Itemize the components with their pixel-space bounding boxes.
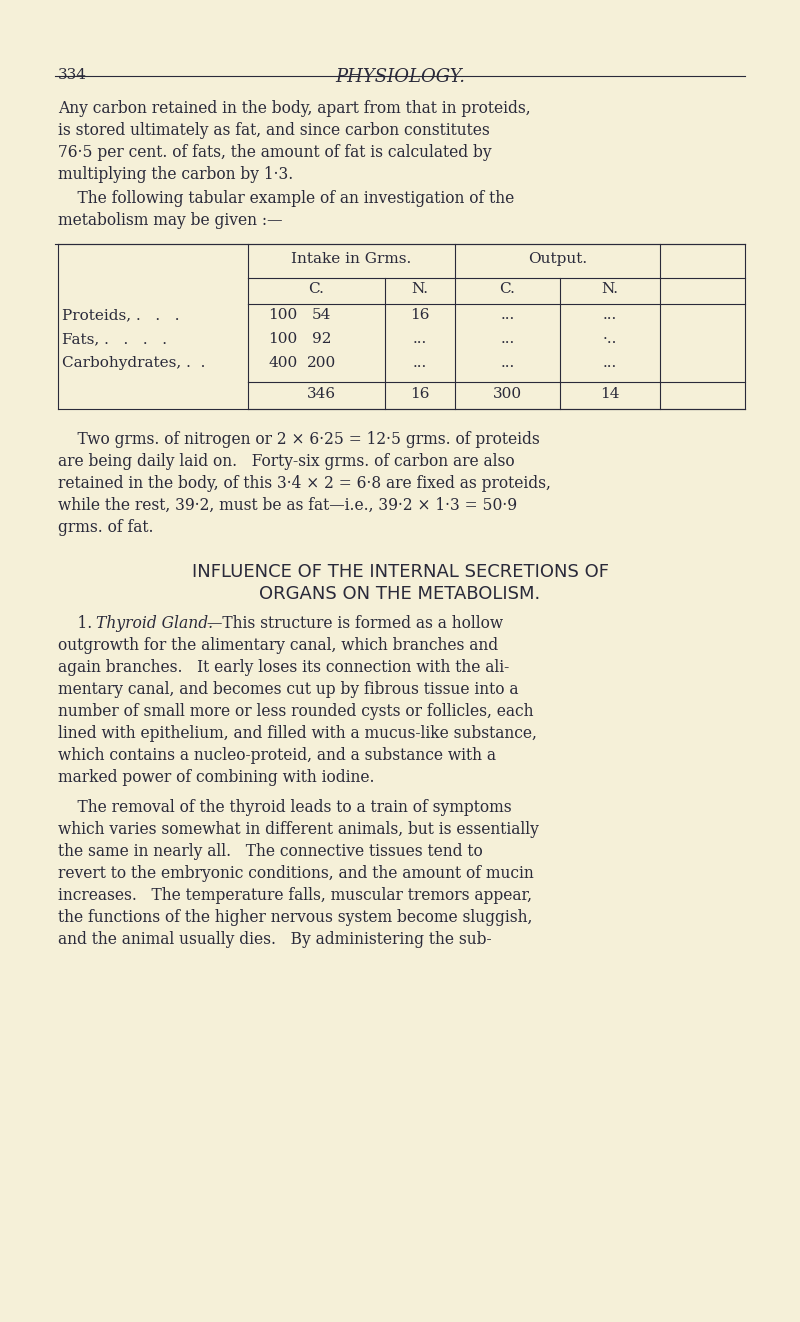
Text: multiplying the carbon by 1·3.: multiplying the carbon by 1·3. <box>58 167 294 182</box>
Text: N.: N. <box>411 282 429 296</box>
Text: ·..: ·.. <box>603 332 617 346</box>
Text: mentary canal, and becomes cut up by fibrous tissue into a: mentary canal, and becomes cut up by fib… <box>58 681 518 698</box>
Text: The removal of the thyroid leads to a train of symptoms: The removal of the thyroid leads to a tr… <box>58 798 512 816</box>
Text: ORGANS ON THE METABOLISM.: ORGANS ON THE METABOLISM. <box>259 586 541 603</box>
Text: N.: N. <box>602 282 618 296</box>
Text: 54: 54 <box>312 308 331 323</box>
Text: The following tabular example of an investigation of the: The following tabular example of an inve… <box>58 190 514 208</box>
Text: lined with epithelium, and filled with a mucus-like substance,: lined with epithelium, and filled with a… <box>58 724 537 742</box>
Text: C.: C. <box>309 282 325 296</box>
Text: 346: 346 <box>307 387 336 401</box>
Text: 76·5 per cent. of fats, the amount of fat is calculated by: 76·5 per cent. of fats, the amount of fa… <box>58 144 492 161</box>
Text: is stored ultimately as fat, and since carbon constitutes: is stored ultimately as fat, and since c… <box>58 122 490 139</box>
Text: which varies somewhat in different animals, but is essentially: which varies somewhat in different anima… <box>58 821 539 838</box>
Text: Any carbon retained in the body, apart from that in proteids,: Any carbon retained in the body, apart f… <box>58 100 530 118</box>
Text: and the animal usually dies.   By administering the sub-: and the animal usually dies. By administ… <box>58 931 492 948</box>
Text: ...: ... <box>500 332 514 346</box>
Text: 300: 300 <box>493 387 522 401</box>
Text: 334: 334 <box>58 67 87 82</box>
Text: 1.: 1. <box>58 615 97 632</box>
Text: Carbohydrates, .  .: Carbohydrates, . . <box>62 356 206 370</box>
Text: ...: ... <box>500 356 514 370</box>
Text: INFLUENCE OF THE INTERNAL SECRETIONS OF: INFLUENCE OF THE INTERNAL SECRETIONS OF <box>191 563 609 580</box>
Text: the same in nearly all.   The connective tissues tend to: the same in nearly all. The connective t… <box>58 843 482 861</box>
Text: are being daily laid on.   Forty-six grms. of carbon are also: are being daily laid on. Forty-six grms.… <box>58 453 514 471</box>
Text: ...: ... <box>603 308 617 323</box>
Text: while the rest, 39·2, must be as fat—i.e., 39·2 × 1·3 = 50·9: while the rest, 39·2, must be as fat—i.e… <box>58 497 517 514</box>
Text: Two grms. of nitrogen or 2 × 6·25 = 12·5 grms. of proteids: Two grms. of nitrogen or 2 × 6·25 = 12·5… <box>58 431 540 448</box>
Text: ...: ... <box>603 356 617 370</box>
Text: Fats, .   .   .   .: Fats, . . . . <box>62 332 167 346</box>
Text: marked power of combining with iodine.: marked power of combining with iodine. <box>58 769 374 787</box>
Text: which contains a nucleo-proteid, and a substance with a: which contains a nucleo-proteid, and a s… <box>58 747 496 764</box>
Text: Proteids, .   .   .: Proteids, . . . <box>62 308 179 323</box>
Text: increases.   The temperature falls, muscular tremors appear,: increases. The temperature falls, muscul… <box>58 887 532 904</box>
Text: grms. of fat.: grms. of fat. <box>58 520 154 535</box>
Text: metabolism may be given :—: metabolism may be given :— <box>58 212 282 229</box>
Text: 400: 400 <box>268 356 298 370</box>
Text: —This structure is formed as a hollow: —This structure is formed as a hollow <box>207 615 503 632</box>
Text: 14: 14 <box>600 387 620 401</box>
Text: again branches.   It early loses its connection with the ali-: again branches. It early loses its conne… <box>58 658 510 676</box>
Text: number of small more or less rounded cysts or follicles, each: number of small more or less rounded cys… <box>58 703 534 720</box>
Text: 100: 100 <box>268 308 298 323</box>
Text: the functions of the higher nervous system become sluggish,: the functions of the higher nervous syst… <box>58 910 532 925</box>
Text: ...: ... <box>413 332 427 346</box>
Text: ...: ... <box>413 356 427 370</box>
Text: 92: 92 <box>312 332 331 346</box>
Text: outgrowth for the alimentary canal, which branches and: outgrowth for the alimentary canal, whic… <box>58 637 498 654</box>
Text: C.: C. <box>499 282 515 296</box>
Text: 16: 16 <box>410 387 430 401</box>
Text: Output.: Output. <box>528 253 587 266</box>
Text: retained in the body, of this 3·4 × 2 = 6·8 are fixed as proteids,: retained in the body, of this 3·4 × 2 = … <box>58 475 551 492</box>
Text: Thyroid Gland.: Thyroid Gland. <box>96 615 213 632</box>
Text: Intake in Grms.: Intake in Grms. <box>291 253 412 266</box>
Text: ...: ... <box>500 308 514 323</box>
Text: 16: 16 <box>410 308 430 323</box>
Text: PHYSIOLOGY.: PHYSIOLOGY. <box>335 67 465 86</box>
Text: 100: 100 <box>268 332 298 346</box>
Text: revert to the embryonic conditions, and the amount of mucin: revert to the embryonic conditions, and … <box>58 865 534 882</box>
Text: 200: 200 <box>307 356 336 370</box>
